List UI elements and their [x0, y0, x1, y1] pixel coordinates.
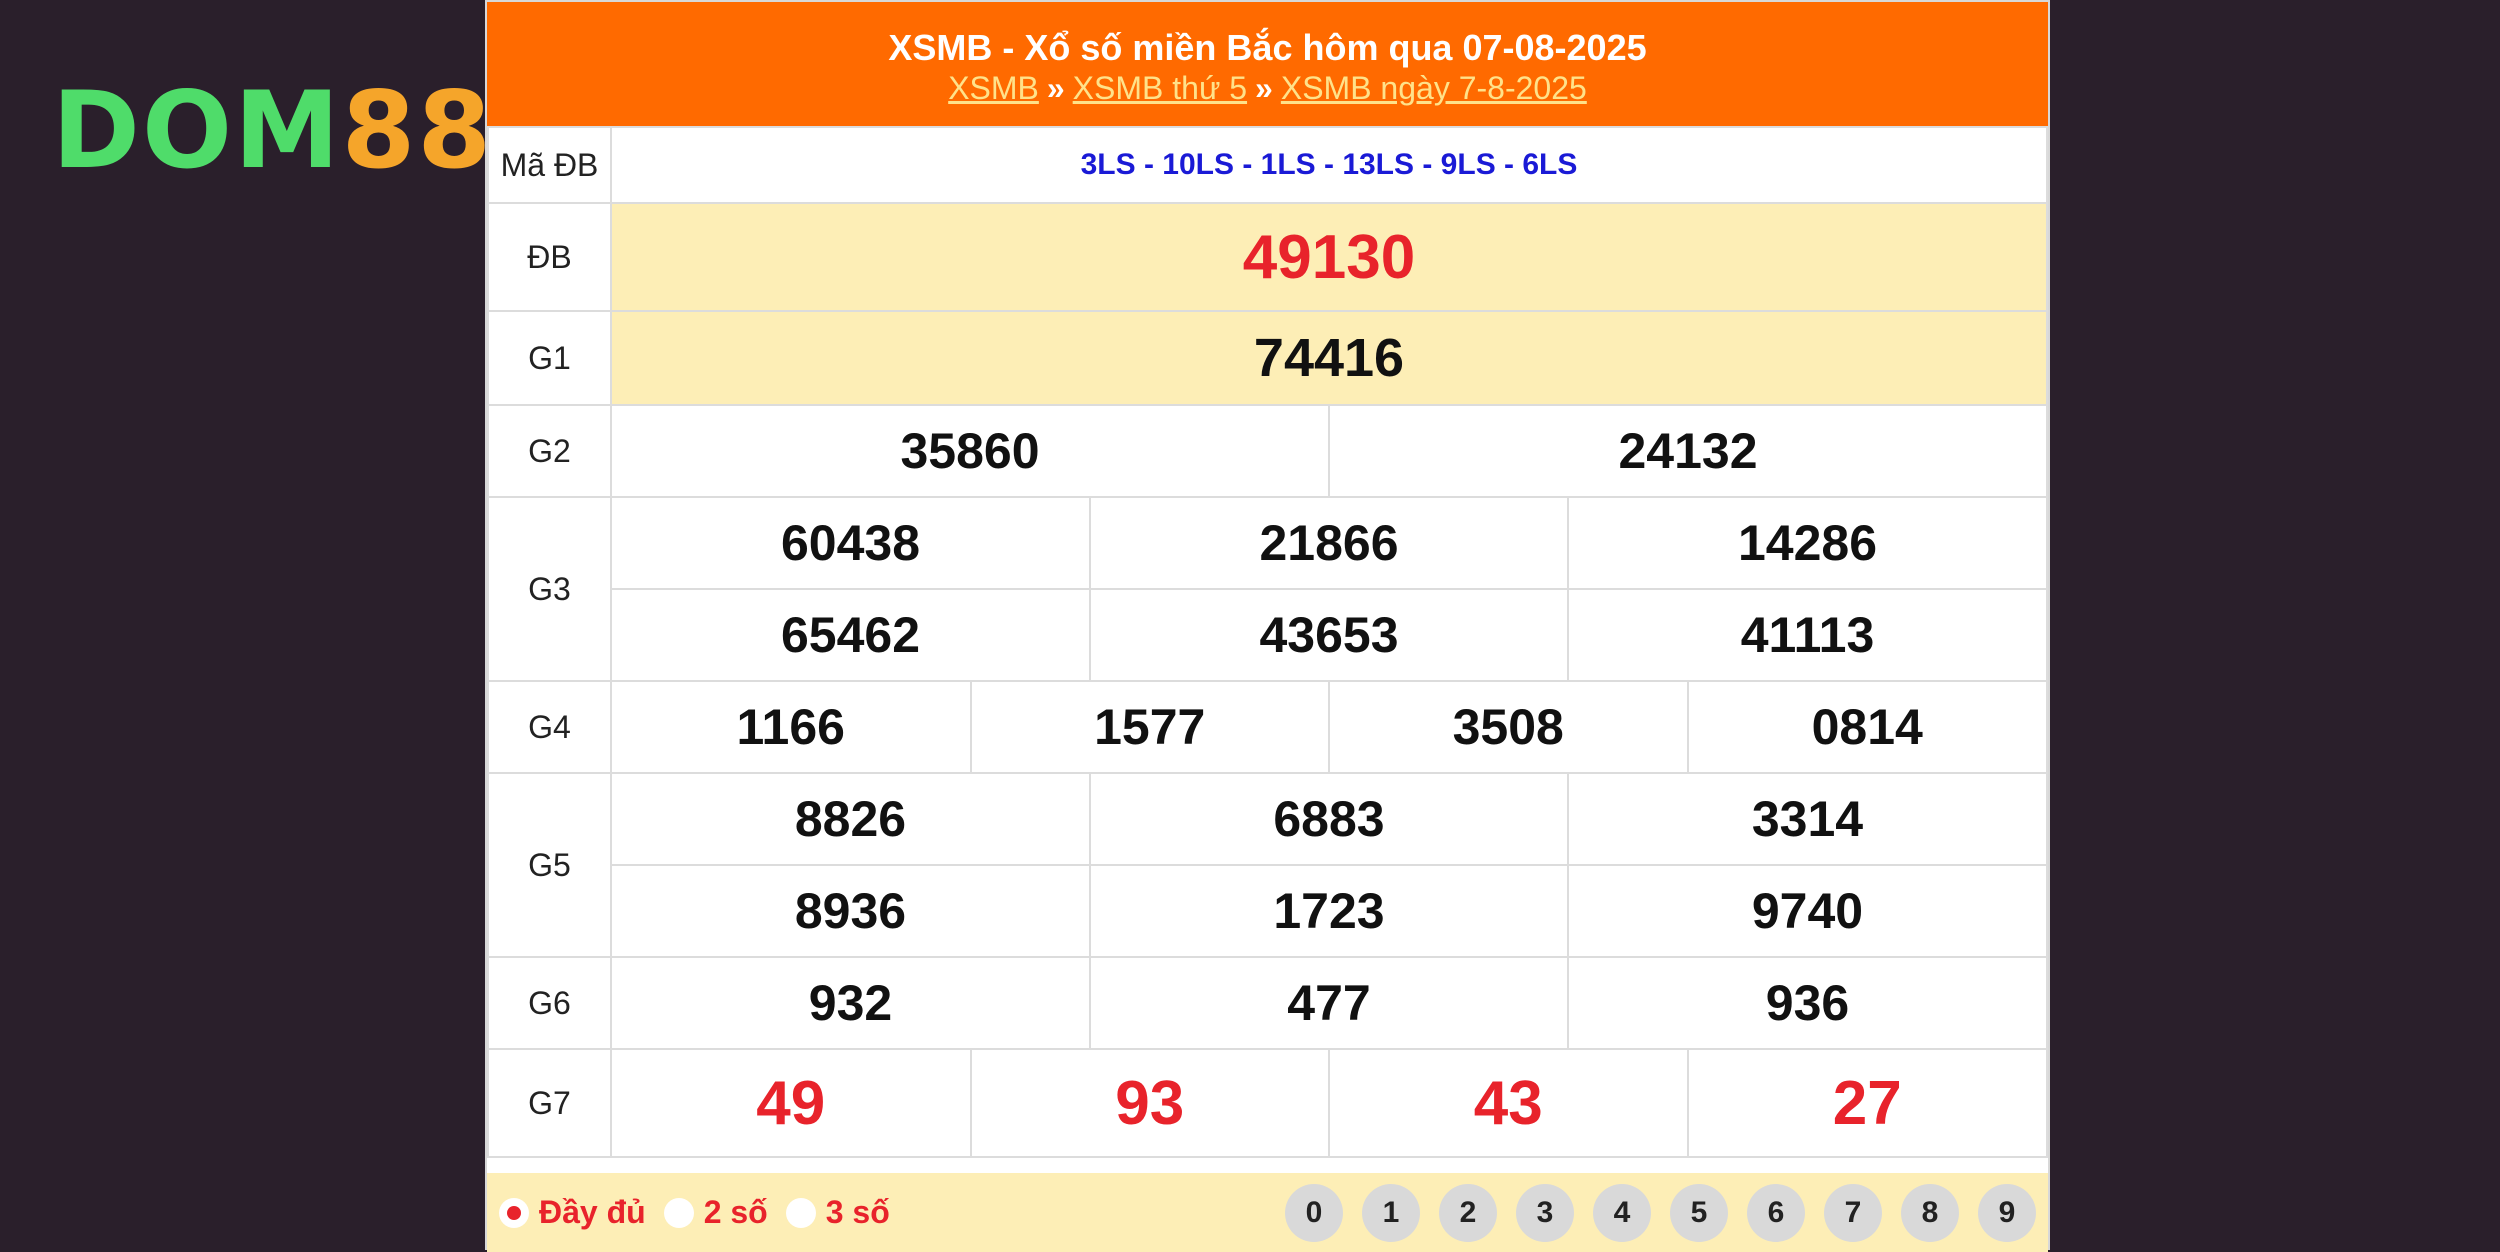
radio-icon[interactable]: [785, 1197, 816, 1228]
prize-number: 1577: [969, 682, 1329, 772]
prize-label: Mã ĐB: [487, 126, 612, 204]
results-header: XSMB - Xổ số miền Bắc hôm qua 07-08-2025…: [487, 2, 2048, 126]
prize-number: 3508: [1328, 682, 1688, 772]
row-g3-a: G3 60438 21866 14286: [487, 496, 2048, 682]
prize-number: 8826: [794, 791, 907, 847]
prize-number: 936: [1567, 958, 2046, 1048]
prize-number-g7: 43: [1328, 1050, 1688, 1156]
prize-number: 9740: [1567, 866, 2046, 956]
prize-number: 6883: [1089, 774, 1568, 864]
prize-number: 932: [808, 975, 893, 1031]
prize-number-g7: 93: [969, 1050, 1329, 1156]
option-label: 3 số: [825, 1194, 890, 1230]
prize-number-g1: 74416: [610, 310, 2048, 406]
row-g5-a: G5 8826 6883 3314: [487, 772, 2048, 958]
prize-label: G7: [487, 1048, 612, 1158]
prize-number: 41113: [1567, 590, 2046, 680]
display-options-bar: Đầy đủ 2 số 3 số 0 1 2 3 4 5 6 7 8 9: [487, 1173, 2048, 1252]
prize-label: G3: [487, 496, 612, 682]
prize-number-db: 49130: [610, 202, 2048, 312]
prize-number: 60438: [780, 515, 921, 571]
digit-button-5[interactable]: 5: [1670, 1183, 1728, 1242]
digit-button-0[interactable]: 0: [1285, 1183, 1343, 1242]
prize-label: G6: [487, 956, 612, 1050]
prize-number-g7: 49: [756, 1068, 826, 1138]
prize-number-g7: 27: [1686, 1050, 2046, 1156]
option-label: 2 số: [703, 1194, 768, 1230]
row-db: ĐB 49130: [487, 202, 2048, 312]
option-2-digits[interactable]: 2 số: [663, 1194, 768, 1231]
page-title: XSMB - Xổ số miền Bắc hôm qua 07-08-2025: [888, 27, 1647, 68]
breadcrumb-link-xsmb[interactable]: XSMB: [948, 70, 1039, 106]
prize-number: 8936: [794, 883, 907, 939]
breadcrumb-link-thu5[interactable]: XSMB thứ 5: [1072, 70, 1248, 106]
row-g2: G2 35860 24132: [487, 404, 2048, 498]
logo-text-dom: DOM: [52, 69, 342, 192]
prize-label: G5: [487, 772, 612, 958]
results-panel: XSMB - Xổ số miền Bắc hôm qua 07-08-2025…: [485, 0, 2050, 1252]
breadcrumb: XSMB» XSMB thứ 5» XSMB ngày 7-8-2025: [487, 68, 2048, 108]
digit-filter: 0 1 2 3 4 5 6 7 8 9: [1266, 1183, 2036, 1242]
dom88-logo: DOM88: [52, 78, 493, 184]
breadcrumb-separator: »: [1046, 70, 1065, 106]
radio-selected-icon[interactable]: [499, 1197, 529, 1228]
prize-number: 65462: [780, 607, 921, 663]
prize-number: 1166: [736, 699, 845, 755]
row-g1: G1 74416: [487, 310, 2048, 406]
digit-button-1[interactable]: 1: [1362, 1183, 1420, 1242]
digit-button-6[interactable]: 6: [1747, 1183, 1805, 1242]
prize-number: 0814: [1686, 682, 2046, 772]
prize-number: 14286: [1567, 498, 2046, 588]
row-g3-b: 65462 43653 41113: [488, 588, 2048, 682]
row-ma-db: Mã ĐB 3LS - 10LS - 1LS - 13LS - 9LS - 6L…: [487, 126, 2048, 204]
prize-label: G4: [487, 680, 612, 774]
digit-button-3[interactable]: 3: [1516, 1183, 1574, 1242]
option-label: Đầy đủ: [539, 1194, 646, 1230]
digit-button-2[interactable]: 2: [1439, 1183, 1497, 1242]
option-3-digits[interactable]: 3 số: [785, 1194, 890, 1231]
breadcrumb-link-date[interactable]: XSMB ngày 7-8-2025: [1280, 70, 1587, 106]
results-table: Mã ĐB 3LS - 10LS - 1LS - 13LS - 9LS - 6L…: [487, 126, 2048, 1158]
radio-icon[interactable]: [663, 1197, 694, 1228]
prize-number: 43653: [1089, 590, 1568, 680]
logo-text-88: 88: [341, 69, 494, 192]
digit-button-9[interactable]: 9: [1978, 1183, 2036, 1242]
prize-number: 1723: [1089, 866, 1568, 956]
prize-number: 35860: [900, 423, 1040, 479]
prize-number: 3314: [1567, 774, 2046, 864]
digit-button-7[interactable]: 7: [1824, 1183, 1882, 1242]
digit-button-8[interactable]: 8: [1901, 1183, 1959, 1242]
row-g5-b: 8936 1723 9740: [488, 864, 2048, 958]
option-full[interactable]: Đầy đủ: [499, 1194, 646, 1231]
row-g6: G6 932 477 936: [487, 956, 2048, 1050]
prize-number: 21866: [1089, 498, 1568, 588]
prize-label: G2: [487, 404, 612, 498]
prize-label: ĐB: [487, 202, 612, 312]
breadcrumb-separator: »: [1255, 70, 1273, 106]
row-g7: G7 49 93 43 27: [487, 1048, 2048, 1158]
digit-button-4[interactable]: 4: [1593, 1183, 1651, 1242]
prize-number: 477: [1089, 958, 1568, 1048]
prize-number: 24132: [1328, 406, 2046, 496]
prize-label: G1: [487, 310, 612, 406]
row-g4: G4 1166 1577 3508 0814: [487, 680, 2048, 774]
special-codes: 3LS - 10LS - 1LS - 13LS - 9LS - 6LS: [610, 126, 2048, 204]
